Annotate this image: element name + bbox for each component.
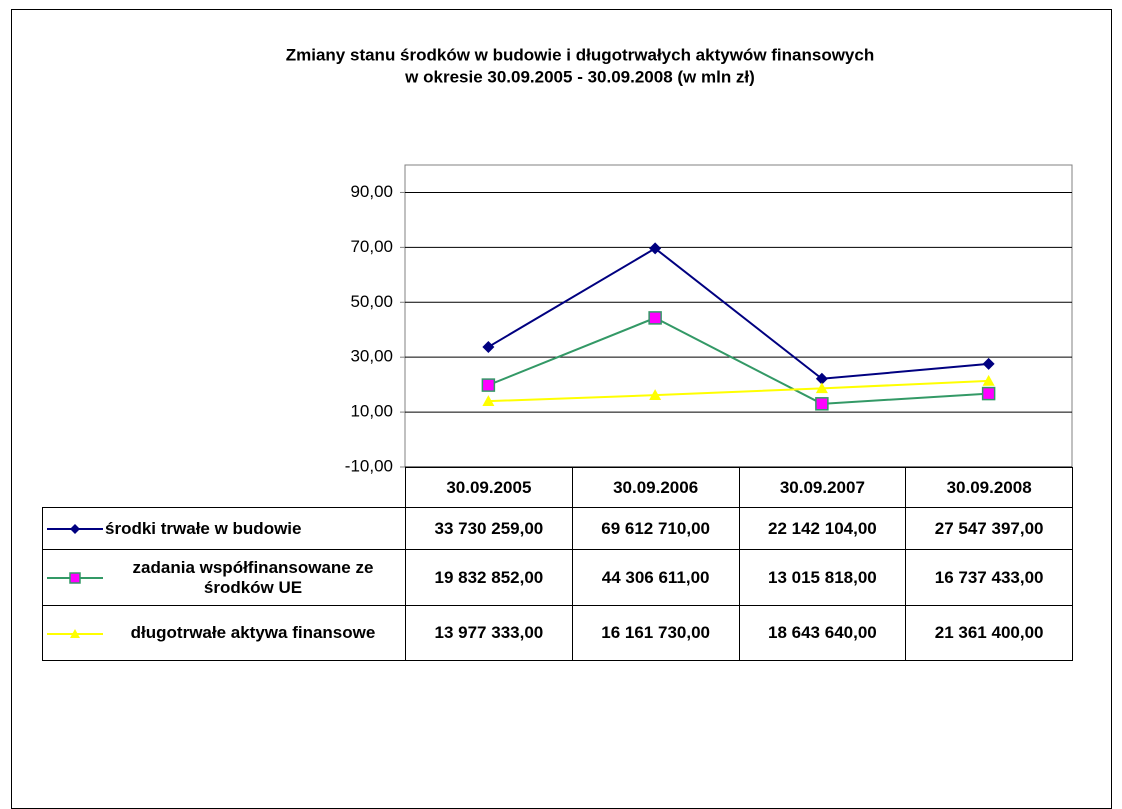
column-header: 30.09.2005: [405, 467, 573, 508]
y-tick-label: 90,00: [350, 182, 393, 201]
value-cell: 13 015 818,00: [738, 549, 907, 606]
marker: [982, 357, 995, 370]
marker: [815, 397, 829, 411]
marker: [482, 340, 495, 353]
plot-area: [404, 164, 1073, 468]
marker: [649, 389, 662, 400]
legend-key: [47, 628, 103, 638]
marker: [815, 372, 828, 385]
series-line: [488, 379, 989, 403]
column-header: 30.09.2006: [571, 467, 740, 508]
marker: [648, 311, 662, 325]
marker: [982, 374, 995, 386]
legend-label: środki trwałe w budowie: [105, 518, 302, 538]
chart-title: w okresie 30.09.2005 - 30.09.2008 (w mln…: [404, 67, 755, 86]
marker: [482, 395, 495, 406]
value-cell: 13 977 333,00: [405, 605, 573, 661]
legend-cell: zadania współfinansowane ze środków UE: [42, 549, 406, 606]
y-tick-label: 50,00: [350, 292, 393, 311]
series-line: [488, 316, 989, 405]
value-cell: 69 612 710,00: [571, 507, 740, 550]
legend-key: [47, 572, 103, 584]
y-tick-label: 10,00: [350, 402, 393, 421]
value-cell: 16 737 433,00: [905, 549, 1073, 606]
value-cell: 27 547 397,00: [905, 507, 1073, 550]
legend-key: [47, 524, 103, 534]
y-tick-label: -10,00: [345, 456, 393, 475]
marker: [70, 524, 80, 534]
value-cell: 44 306 611,00: [571, 549, 740, 606]
marker: [481, 378, 496, 392]
value-cell: 22 142 104,00: [738, 507, 907, 550]
value-cell: 19 832 852,00: [405, 549, 573, 606]
legend-cell: środki trwałe w budowie: [42, 507, 406, 550]
y-tick-label: 30,00: [350, 347, 393, 366]
marker: [69, 572, 81, 584]
marker: [649, 242, 662, 255]
legend-cell: długotrwałe aktywa finansowe: [42, 605, 406, 661]
chart-title: Zmiany stanu środków w budowie i długotr…: [286, 45, 874, 64]
y-tick-label: 70,00: [350, 237, 393, 256]
legend-label: zadania współfinansowane ze środków UE: [132, 557, 374, 597]
marker: [981, 386, 996, 401]
value-cell: 21 361 400,00: [905, 605, 1073, 661]
value-cell: 33 730 259,00: [405, 507, 573, 550]
value-cell: 18 643 640,00: [738, 605, 907, 661]
column-header: 30.09.2007: [738, 467, 907, 508]
column-header: 30.09.2008: [905, 467, 1073, 508]
legend-label: długotrwałe aktywa finansowe: [130, 623, 376, 642]
series-line: [487, 247, 989, 380]
marker: [815, 382, 828, 394]
value-cell: 16 161 730,00: [571, 605, 740, 661]
marker: [70, 628, 80, 638]
